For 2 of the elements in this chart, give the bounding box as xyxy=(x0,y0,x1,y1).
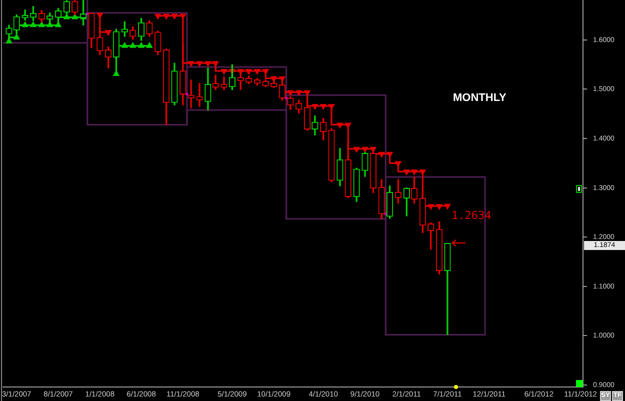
data-label: 1.2634 xyxy=(451,209,492,222)
text: MONTHLY xyxy=(453,92,506,104)
